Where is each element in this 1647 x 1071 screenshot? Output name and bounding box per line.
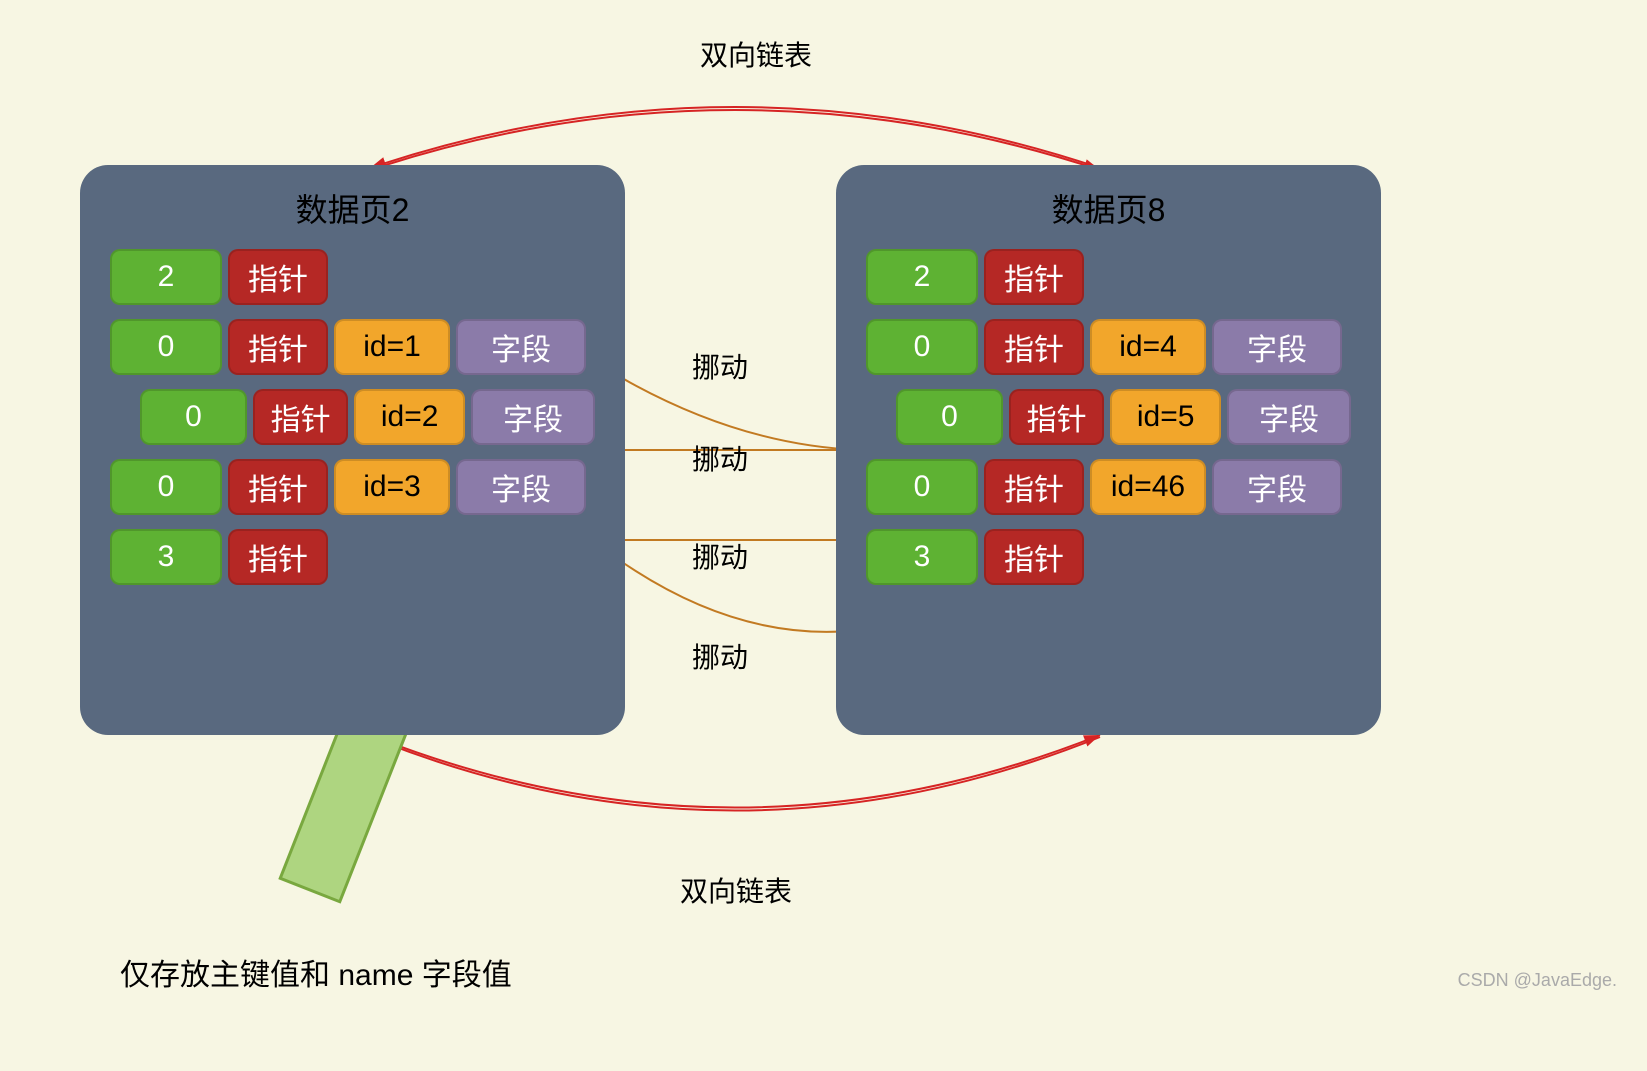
data-row: 0指针id=2字段 xyxy=(140,389,595,445)
data-row: 3指针 xyxy=(110,529,595,585)
data-row: 0指针id=4字段 xyxy=(866,319,1351,375)
data-row: 2指针 xyxy=(866,249,1351,305)
page-title: 数据页2 xyxy=(110,185,595,231)
data-row: 3指针 xyxy=(866,529,1351,585)
row-number: 0 xyxy=(110,459,222,515)
move-label: 挪动 xyxy=(692,636,748,676)
pointer-cell: 指针 xyxy=(984,529,1084,585)
id-cell: id=2 xyxy=(354,389,465,445)
field-cell: 字段 xyxy=(471,389,595,445)
pointer-cell: 指针 xyxy=(253,389,348,445)
id-cell: id=5 xyxy=(1110,389,1221,445)
data-row: 0指针id=1字段 xyxy=(110,319,595,375)
pointer-cell: 指针 xyxy=(228,459,328,515)
bottom-link-label: 双向链表 xyxy=(680,870,792,910)
id-cell: id=46 xyxy=(1090,459,1206,515)
page-title: 数据页8 xyxy=(866,185,1351,231)
field-cell: 字段 xyxy=(456,319,586,375)
data-row: 2指针 xyxy=(110,249,595,305)
row-number: 0 xyxy=(140,389,247,445)
pointer-cell: 指针 xyxy=(228,319,328,375)
row-number: 0 xyxy=(110,319,222,375)
row-number: 0 xyxy=(866,459,978,515)
field-cell: 字段 xyxy=(1212,459,1342,515)
field-cell: 字段 xyxy=(456,459,586,515)
row-number: 3 xyxy=(866,529,978,585)
pointer-cell: 指针 xyxy=(228,529,328,585)
row-number: 0 xyxy=(866,319,978,375)
move-label: 挪动 xyxy=(692,346,748,386)
data-page-0: 数据页22指针0指针id=1字段0指针id=2字段0指针id=3字段3指针 xyxy=(80,165,625,735)
pointer-cell: 指针 xyxy=(984,459,1084,515)
id-cell: id=3 xyxy=(334,459,450,515)
move-label: 挪动 xyxy=(692,438,748,478)
annotation-text: 仅存放主键值和 name 字段值 xyxy=(120,950,512,994)
row-number: 2 xyxy=(110,249,222,305)
pointer-cell: 指针 xyxy=(1009,389,1104,445)
id-cell: id=1 xyxy=(334,319,450,375)
field-cell: 字段 xyxy=(1212,319,1342,375)
pointer-cell: 指针 xyxy=(984,249,1084,305)
row-number: 0 xyxy=(896,389,1003,445)
field-cell: 字段 xyxy=(1227,389,1351,445)
diagram-canvas: 数据页22指针0指针id=1字段0指针id=2字段0指针id=3字段3指针数据页… xyxy=(0,0,1647,1071)
data-row: 0指针id=5字段 xyxy=(896,389,1351,445)
row-number: 3 xyxy=(110,529,222,585)
data-row: 0指针id=3字段 xyxy=(110,459,595,515)
pointer-cell: 指针 xyxy=(228,249,328,305)
data-row: 0指针id=46字段 xyxy=(866,459,1351,515)
data-page-1: 数据页82指针0指针id=4字段0指针id=5字段0指针id=46字段3指针 xyxy=(836,165,1381,735)
row-number: 2 xyxy=(866,249,978,305)
pointer-cell: 指针 xyxy=(984,319,1084,375)
watermark: CSDN @JavaEdge. xyxy=(1458,970,1617,991)
top-link-label: 双向链表 xyxy=(700,34,812,74)
id-cell: id=4 xyxy=(1090,319,1206,375)
move-label: 挪动 xyxy=(692,536,748,576)
